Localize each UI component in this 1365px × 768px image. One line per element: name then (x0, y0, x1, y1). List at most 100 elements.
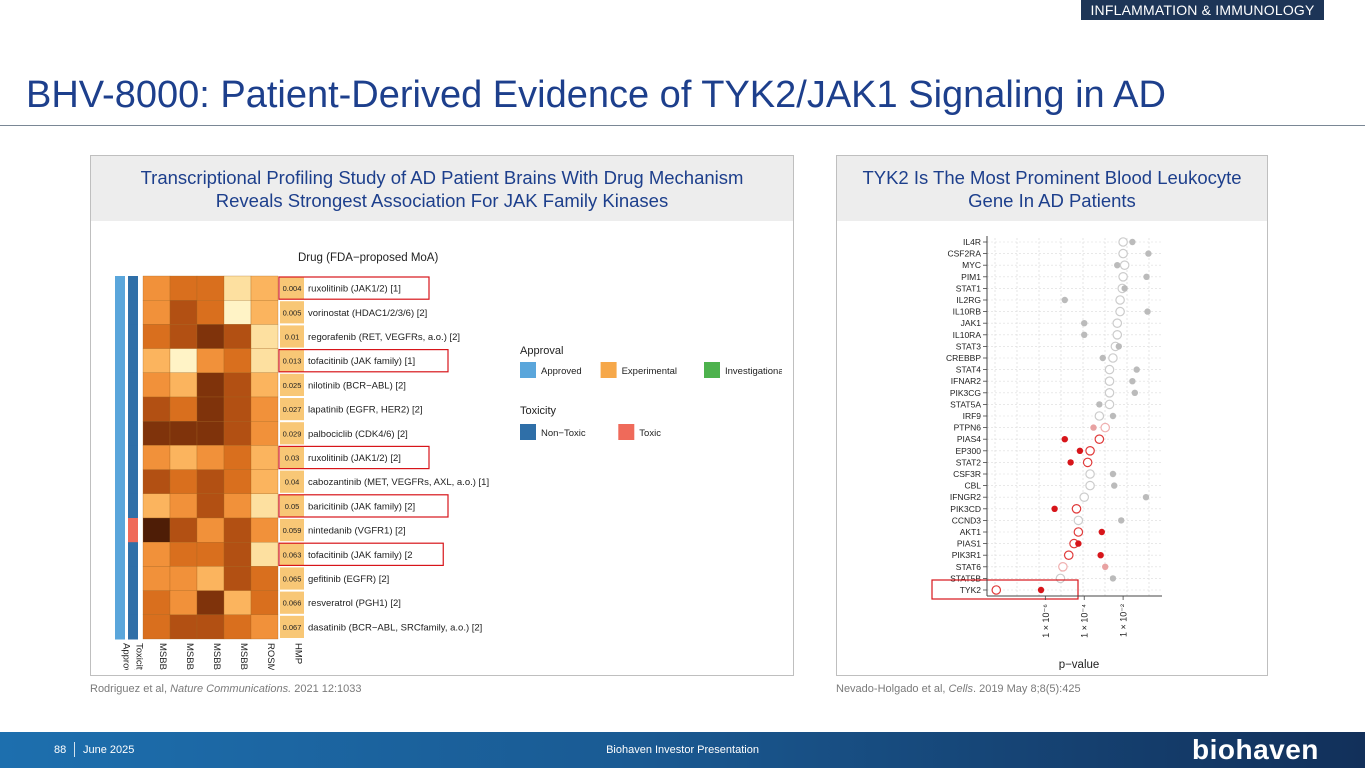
pvalue-point-filled (1115, 343, 1122, 350)
x-axis-label: p−value (1059, 659, 1100, 670)
approval-cell (115, 397, 125, 422)
approval-cell (115, 469, 125, 495)
column-label: MSBB44 (238, 643, 249, 670)
pvalue-point-filled (1109, 575, 1117, 582)
drug-label: lapatinib (EGFR, HER2) [2] (308, 405, 423, 416)
pvalue-point-filled (1102, 563, 1109, 570)
column-label: MSBB36 (211, 643, 222, 670)
highlight-box (278, 445, 430, 470)
column-label: HMP (293, 643, 304, 664)
gene-label: PIAS1 (957, 539, 981, 549)
legend-swatch (600, 362, 617, 378)
pvalue-point-hollow (1079, 492, 1090, 502)
hmp-cell (280, 519, 304, 542)
section-tag: INFLAMMATION & IMMUNOLOGY (1081, 0, 1324, 20)
pvalue-point-filled (1081, 320, 1088, 327)
highlight-box (278, 276, 430, 300)
hmp-value: 0.05 (285, 502, 300, 511)
gene-label: STAT6 (956, 562, 981, 572)
pvalue-point-filled (1129, 238, 1136, 246)
slide-title: BHV-8000: Patient-Derived Evidence of TY… (26, 74, 1166, 116)
heatmap-cell (250, 614, 279, 640)
heatmap-cell (223, 542, 252, 567)
heatmap-cell (169, 590, 198, 615)
heatmap-cell (196, 421, 225, 446)
drug-label: gefitinib (EGFR) [2] (308, 574, 389, 585)
pvalue-point-filled (1096, 401, 1103, 408)
footer-separator (74, 742, 75, 757)
gene-label: PIM1 (961, 272, 981, 282)
hmp-value: 0.065 (283, 575, 302, 584)
drug-label: nilotinib (BCR−ABL) [2] (308, 380, 406, 391)
toxicity-cell (128, 590, 138, 616)
pvalue-point-hollow (991, 585, 1002, 595)
pvalue-point-filled (1098, 528, 1105, 536)
heatmap-cell (169, 566, 198, 591)
heatmap-cell (169, 421, 198, 446)
heatmap-cell (250, 542, 279, 567)
heatmap-cell (142, 614, 171, 640)
pvalue-point-filled (1143, 273, 1150, 280)
drug-heatmap-chart: Drug (FDA−proposed MoA) 0.004 ruxolitinib … (115, 252, 782, 670)
heatmap-cell (196, 469, 225, 494)
hmp-cell (280, 349, 304, 372)
pvalue-point-hollow (1094, 434, 1105, 444)
heatmap-cell (169, 469, 198, 494)
pvalue-point-filled (1061, 296, 1068, 304)
toxicity-cell (128, 421, 138, 446)
heatmap-panel: Transcriptional Profiling Study of AD Pa… (90, 155, 794, 676)
forest-panel-heading: TYK2 Is The Most Prominent Blood Leukocy… (837, 156, 1267, 221)
legend-swatch (704, 362, 720, 378)
approval-cell (115, 421, 125, 446)
heatmap-cell (250, 372, 279, 398)
gene-label: CCND3 (952, 515, 982, 525)
pvalue-point-filled (1121, 285, 1128, 292)
legend-toxicity-title: Toxicity (520, 405, 557, 417)
toxicity-cell (128, 300, 138, 325)
heatmap-cell (250, 348, 279, 373)
forest-citation: Nevado-Holgado et al, Cells. 2019 May 8;… (836, 683, 1081, 695)
pvalue-point-filled (1051, 505, 1058, 512)
pvalue-point-filled (1099, 354, 1106, 362)
hmp-cell (280, 398, 304, 421)
heatmap-cell (223, 590, 252, 615)
pvalue-point-filled (1076, 447, 1084, 454)
hmp-cell (280, 373, 304, 396)
heatmap-cell (142, 372, 171, 398)
toxicity-cell (128, 542, 138, 567)
gene-label: MYC (962, 260, 981, 270)
hmp-value: 0.063 (283, 550, 302, 559)
gene-label: AKT1 (960, 527, 982, 537)
approval-cell (115, 614, 125, 640)
heatmap-cell (250, 590, 279, 615)
pvalue-point-hollow (1115, 306, 1125, 317)
heatmap-cell (223, 517, 252, 543)
heatmap-cell (223, 566, 252, 591)
heatmap-cell (196, 324, 225, 349)
heatmap-cell (223, 275, 252, 301)
pvalue-point-filled (1142, 494, 1150, 501)
column-label: Approval (121, 643, 132, 670)
heatmap-cell (223, 348, 252, 373)
heatmap-cell (196, 275, 225, 301)
gene-label: STAT3 (956, 341, 981, 351)
toxicity-cell (128, 372, 138, 398)
heatmap-cell (142, 300, 171, 325)
pvalue-point-filled (1129, 378, 1136, 385)
pvalue-point-hollow (1118, 248, 1128, 259)
gene-label: IFNGR2 (950, 492, 981, 502)
pvalue-point-filled (1061, 436, 1068, 443)
forest-heading-line2: Gene In AD Patients (968, 189, 1136, 211)
pvalue-point-hollow (1112, 318, 1123, 328)
heatmap-cell (250, 324, 279, 349)
pvalue-point-hollow (1104, 388, 1115, 398)
pvalue-point-filled (1090, 424, 1097, 431)
pvalue-point-filled (1145, 250, 1152, 257)
heatmap-cell (142, 469, 171, 494)
heatmap-cell (142, 590, 171, 615)
pvalue-point-hollow (1104, 376, 1115, 386)
column-label: MSBB10 (157, 643, 168, 670)
gene-label: JAK1 (961, 318, 982, 328)
gene-label: STAT4 (956, 365, 981, 375)
